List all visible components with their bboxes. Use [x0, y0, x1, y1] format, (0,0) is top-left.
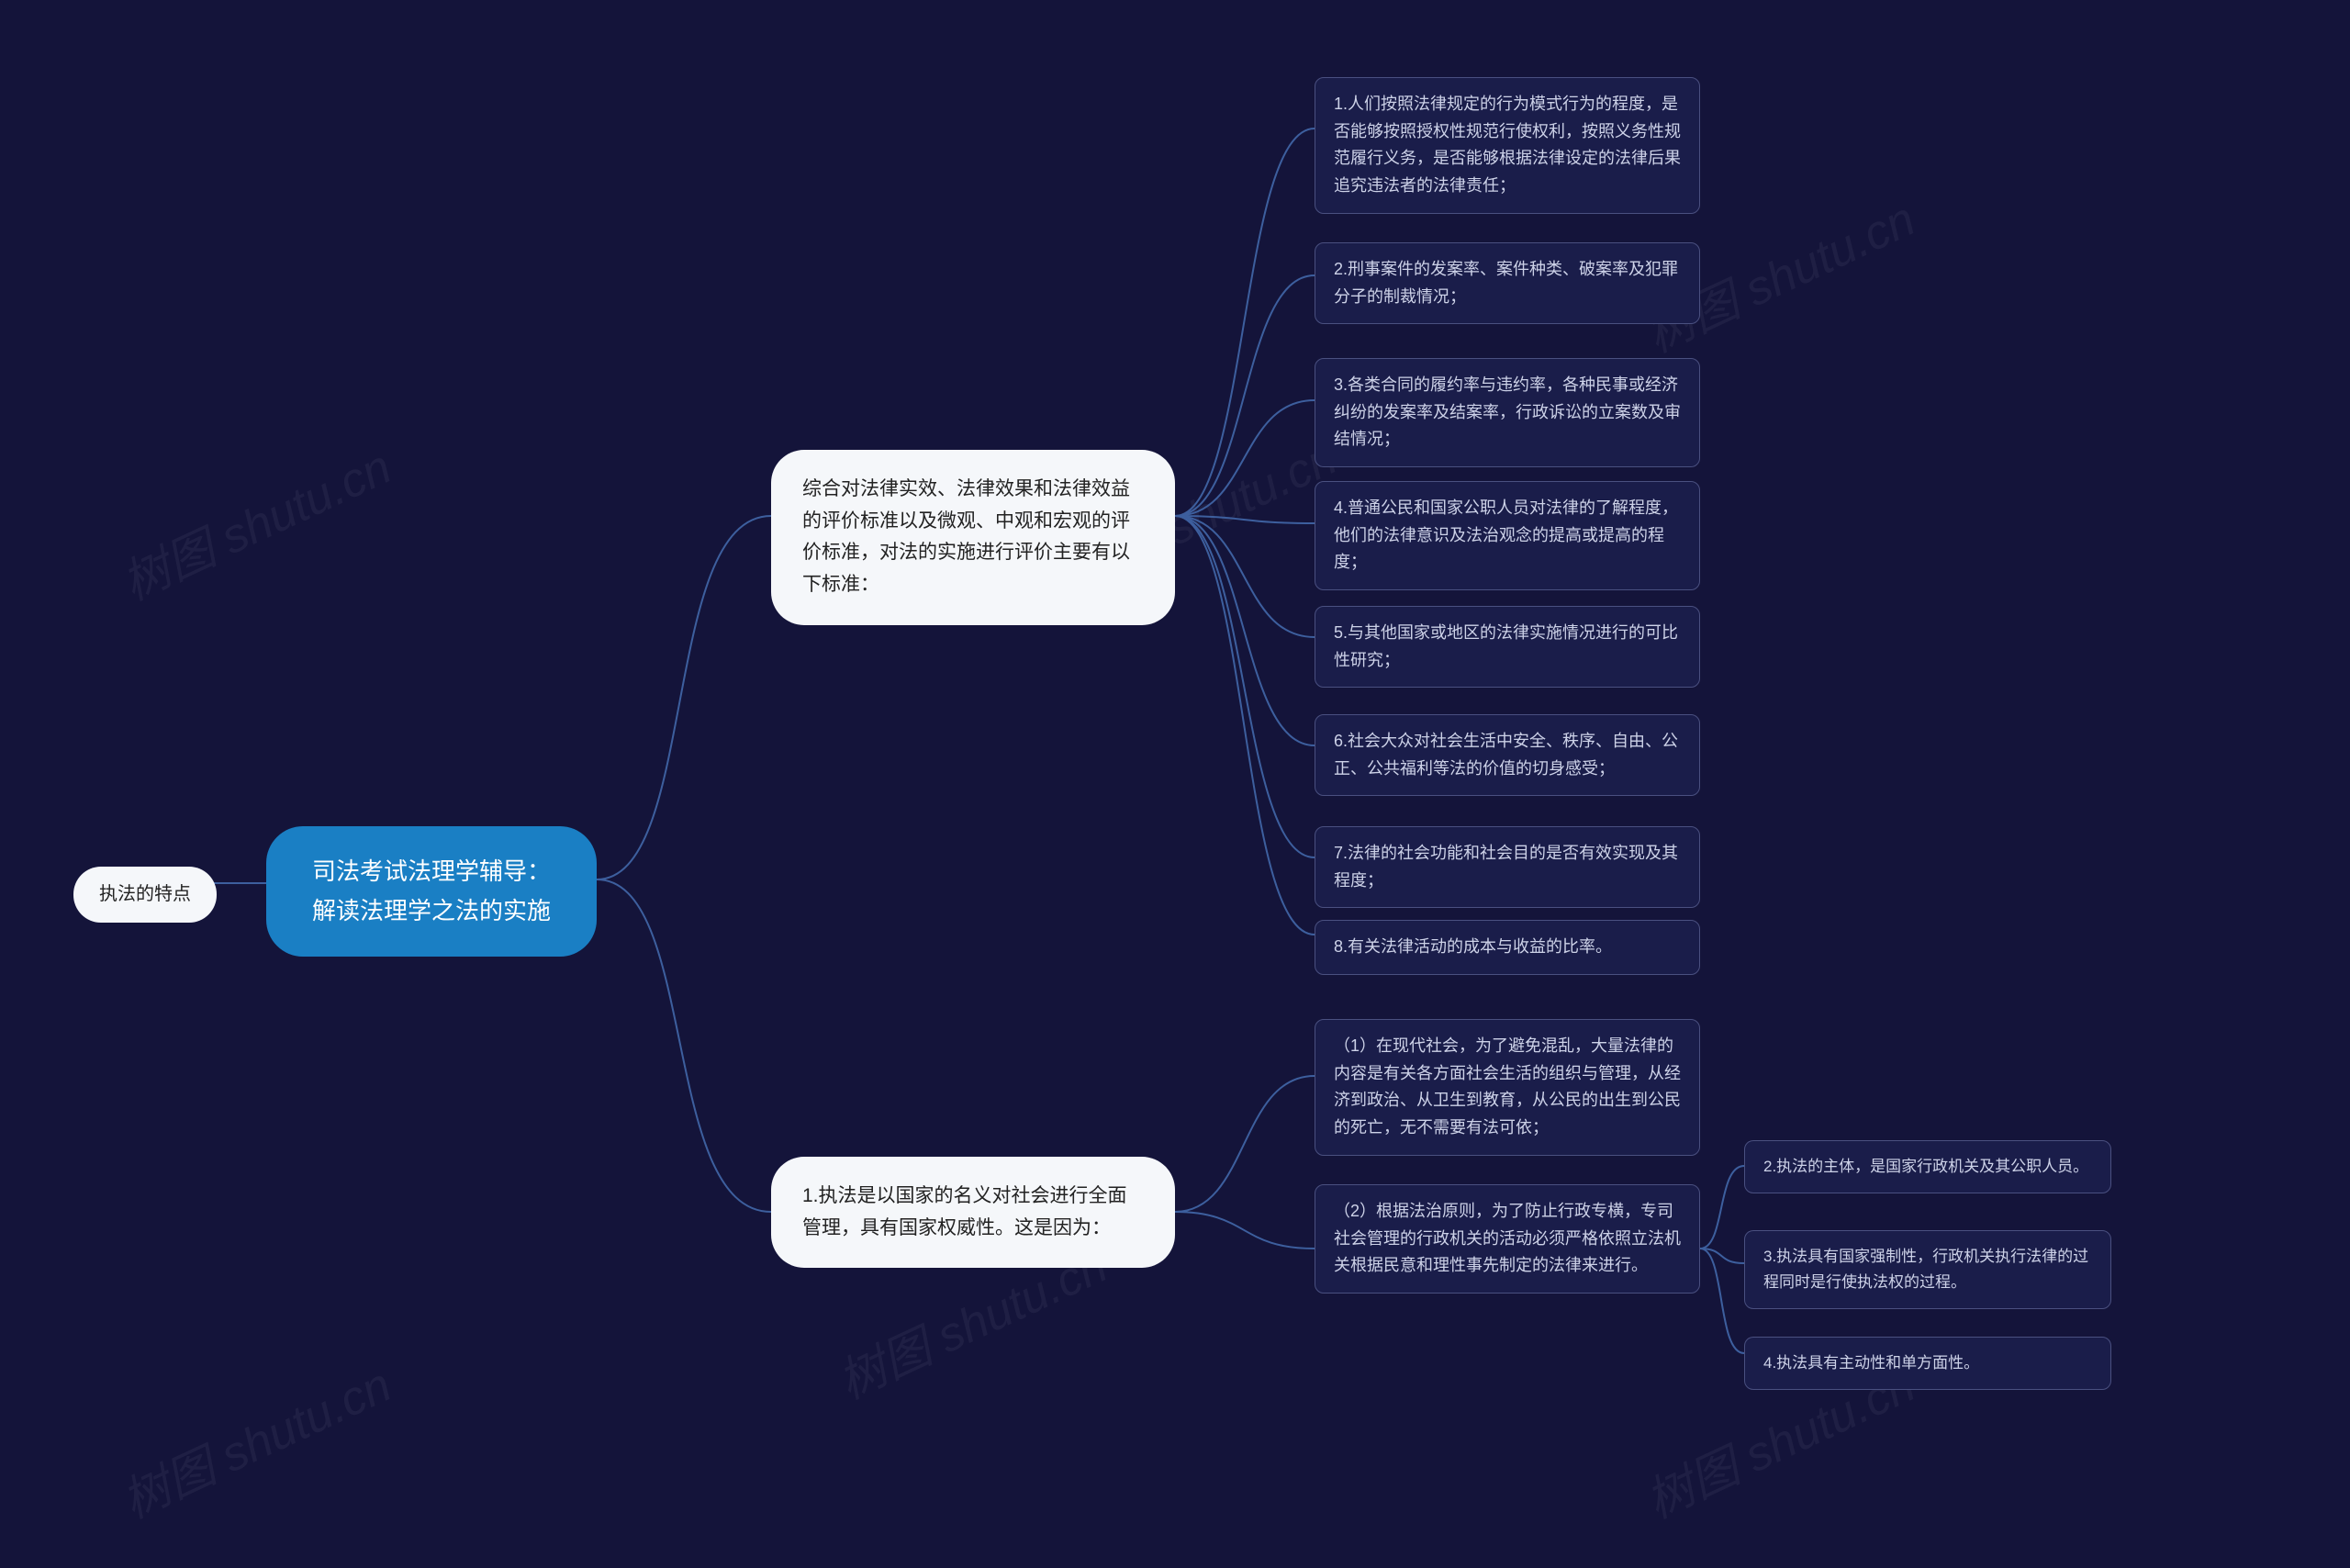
connector-layer — [0, 0, 2350, 1568]
leaf-b-sub2[interactable]: （2）根据法治原则，为了防止行政专横，专司社会管理的行政机关的活动必须严格依照立… — [1315, 1184, 1700, 1294]
leaf-a-1[interactable]: 1.人们按照法律规定的行为模式行为的程度，是否能够按照授权性规范行使权利，按照义… — [1315, 77, 1700, 214]
leaf-b2-2[interactable]: 3.执法具有国家强制性，行政机关执行法律的过程同时是行使执法权的过程。 — [1744, 1230, 2111, 1309]
leaf-b2-1[interactable]: 2.执法的主体，是国家行政机关及其公职人员。 — [1744, 1140, 2111, 1193]
branch-b[interactable]: 1.执法是以国家的名义对社会进行全面管理，具有国家权威性。这是因为： — [771, 1157, 1175, 1268]
leaf-a-4[interactable]: 4.普通公民和国家公职人员对法律的了解程度，他们的法律意识及法治观念的提高或提高… — [1315, 481, 1700, 590]
leaf-a-8[interactable]: 8.有关法律活动的成本与收益的比率。 — [1315, 920, 1700, 975]
leaf-a-3[interactable]: 3.各类合同的履约率与违约率，各种民事或经济纠纷的发案率及结案率，行政诉讼的立案… — [1315, 358, 1700, 467]
leaf-a-6[interactable]: 6.社会大众对社会生活中安全、秩序、自由、公正、公共福利等法的价值的切身感受； — [1315, 714, 1700, 796]
branch-a[interactable]: 综合对法律实效、法律效果和法律效益的评价标准以及微观、中观和宏观的评价标准，对法… — [771, 450, 1175, 625]
leaf-b2-3[interactable]: 4.执法具有主动性和单方面性。 — [1744, 1337, 2111, 1390]
leaf-a-7[interactable]: 7.法律的社会功能和社会目的是否有效实现及其程度； — [1315, 826, 1700, 908]
leaf-b-sub1[interactable]: （1）在现代社会，为了避免混乱，大量法律的内容是有关各方面社会生活的组织与管理，… — [1315, 1019, 1700, 1156]
left-node[interactable]: 执法的特点 — [73, 867, 217, 923]
watermark: 树图 shutu.cn — [109, 1347, 400, 1531]
root-node[interactable]: 司法考试法理学辅导：解读法理学之法的实施 — [266, 826, 597, 957]
leaf-a-5[interactable]: 5.与其他国家或地区的法律实施情况进行的可比性研究； — [1315, 606, 1700, 688]
leaf-a-2[interactable]: 2.刑事案件的发案率、案件种类、破案率及犯罪分子的制裁情况； — [1315, 242, 1700, 324]
watermark: 树图 shutu.cn — [109, 429, 400, 613]
